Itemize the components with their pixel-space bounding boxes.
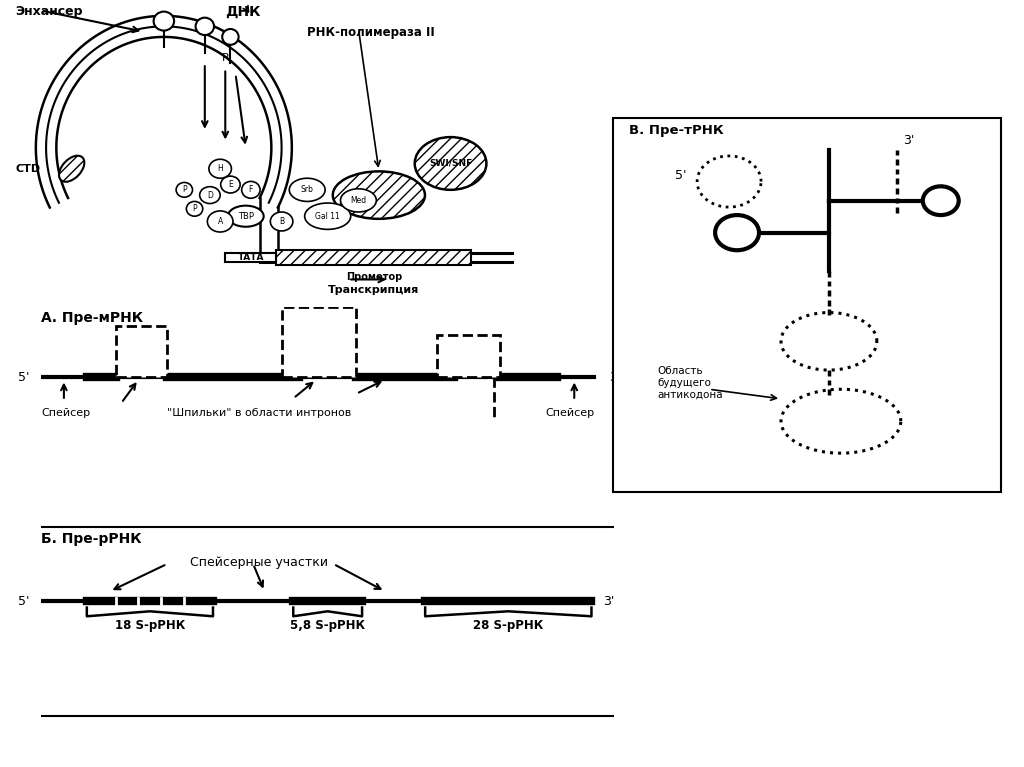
Circle shape <box>715 215 759 250</box>
Text: 3': 3' <box>608 370 621 384</box>
Ellipse shape <box>200 186 220 203</box>
Ellipse shape <box>209 160 231 178</box>
Ellipse shape <box>222 29 239 44</box>
Text: E: E <box>228 180 232 189</box>
Bar <box>282 307 356 377</box>
Text: Спейсер: Спейсер <box>41 408 90 418</box>
Ellipse shape <box>270 212 293 231</box>
Text: РНК-полимераза II: РНК-полимераза II <box>307 26 435 39</box>
Text: Б. Пре-рРНК: Б. Пре-рРНК <box>41 532 141 545</box>
Ellipse shape <box>221 176 240 193</box>
Ellipse shape <box>207 211 233 232</box>
Ellipse shape <box>333 171 425 219</box>
Text: 3': 3' <box>603 595 614 607</box>
Text: Спейсерные участки: Спейсерные участки <box>189 557 328 569</box>
Ellipse shape <box>289 178 326 202</box>
Text: В. Пре-тРНК: В. Пре-тРНК <box>629 124 724 137</box>
Text: 18 S-рРНК: 18 S-рРНК <box>115 619 185 632</box>
Text: А: А <box>217 217 223 226</box>
Text: Энхансер: Энхансер <box>15 5 83 18</box>
Text: 28 S-рРНК: 28 S-рРНК <box>473 619 544 632</box>
Text: P: P <box>193 204 197 213</box>
Ellipse shape <box>196 18 214 35</box>
Text: P: P <box>182 186 186 194</box>
Bar <box>116 326 167 377</box>
Text: ТАТА: ТАТА <box>238 253 264 262</box>
Circle shape <box>923 186 958 215</box>
Text: 5': 5' <box>18 595 30 607</box>
Ellipse shape <box>305 203 350 229</box>
Text: F: F <box>249 186 253 194</box>
Text: Med: Med <box>350 196 367 205</box>
Text: ТВР: ТВР <box>238 212 254 221</box>
Text: Промотор: Промотор <box>346 272 401 282</box>
Text: Srb: Srb <box>301 186 313 194</box>
Text: "Шпильки" в области интронов: "Шпильки" в области интронов <box>167 408 351 418</box>
Text: 5': 5' <box>676 169 687 182</box>
Text: ДНК: ДНК <box>225 5 261 19</box>
Text: CTD: CTD <box>15 163 41 174</box>
Text: 3': 3' <box>903 133 914 146</box>
Ellipse shape <box>154 12 174 31</box>
Ellipse shape <box>415 137 486 190</box>
Text: SWI/SNF: SWI/SNF <box>429 159 472 168</box>
Text: R: R <box>221 53 229 63</box>
Ellipse shape <box>242 181 260 199</box>
Text: H: H <box>217 164 223 173</box>
Ellipse shape <box>176 183 193 197</box>
Text: В: В <box>279 217 285 226</box>
Ellipse shape <box>227 206 264 227</box>
Text: Транскрипция: Транскрипция <box>328 285 419 295</box>
Bar <box>436 335 500 377</box>
Text: 5,8 S-рРНК: 5,8 S-рРНК <box>290 619 366 632</box>
Ellipse shape <box>186 202 203 216</box>
Text: Gal 11: Gal 11 <box>315 212 340 221</box>
Text: D: D <box>207 191 213 199</box>
Bar <box>276 250 471 265</box>
Text: Спейсер: Спейсер <box>546 408 595 418</box>
Text: Область
будущего
антикодона: Область будущего антикодона <box>657 367 723 400</box>
Text: 5': 5' <box>18 370 30 384</box>
Ellipse shape <box>59 156 84 182</box>
Bar <box>225 253 276 262</box>
Ellipse shape <box>340 189 377 212</box>
Text: А. Пре-мРНК: А. Пре-мРНК <box>41 311 143 325</box>
